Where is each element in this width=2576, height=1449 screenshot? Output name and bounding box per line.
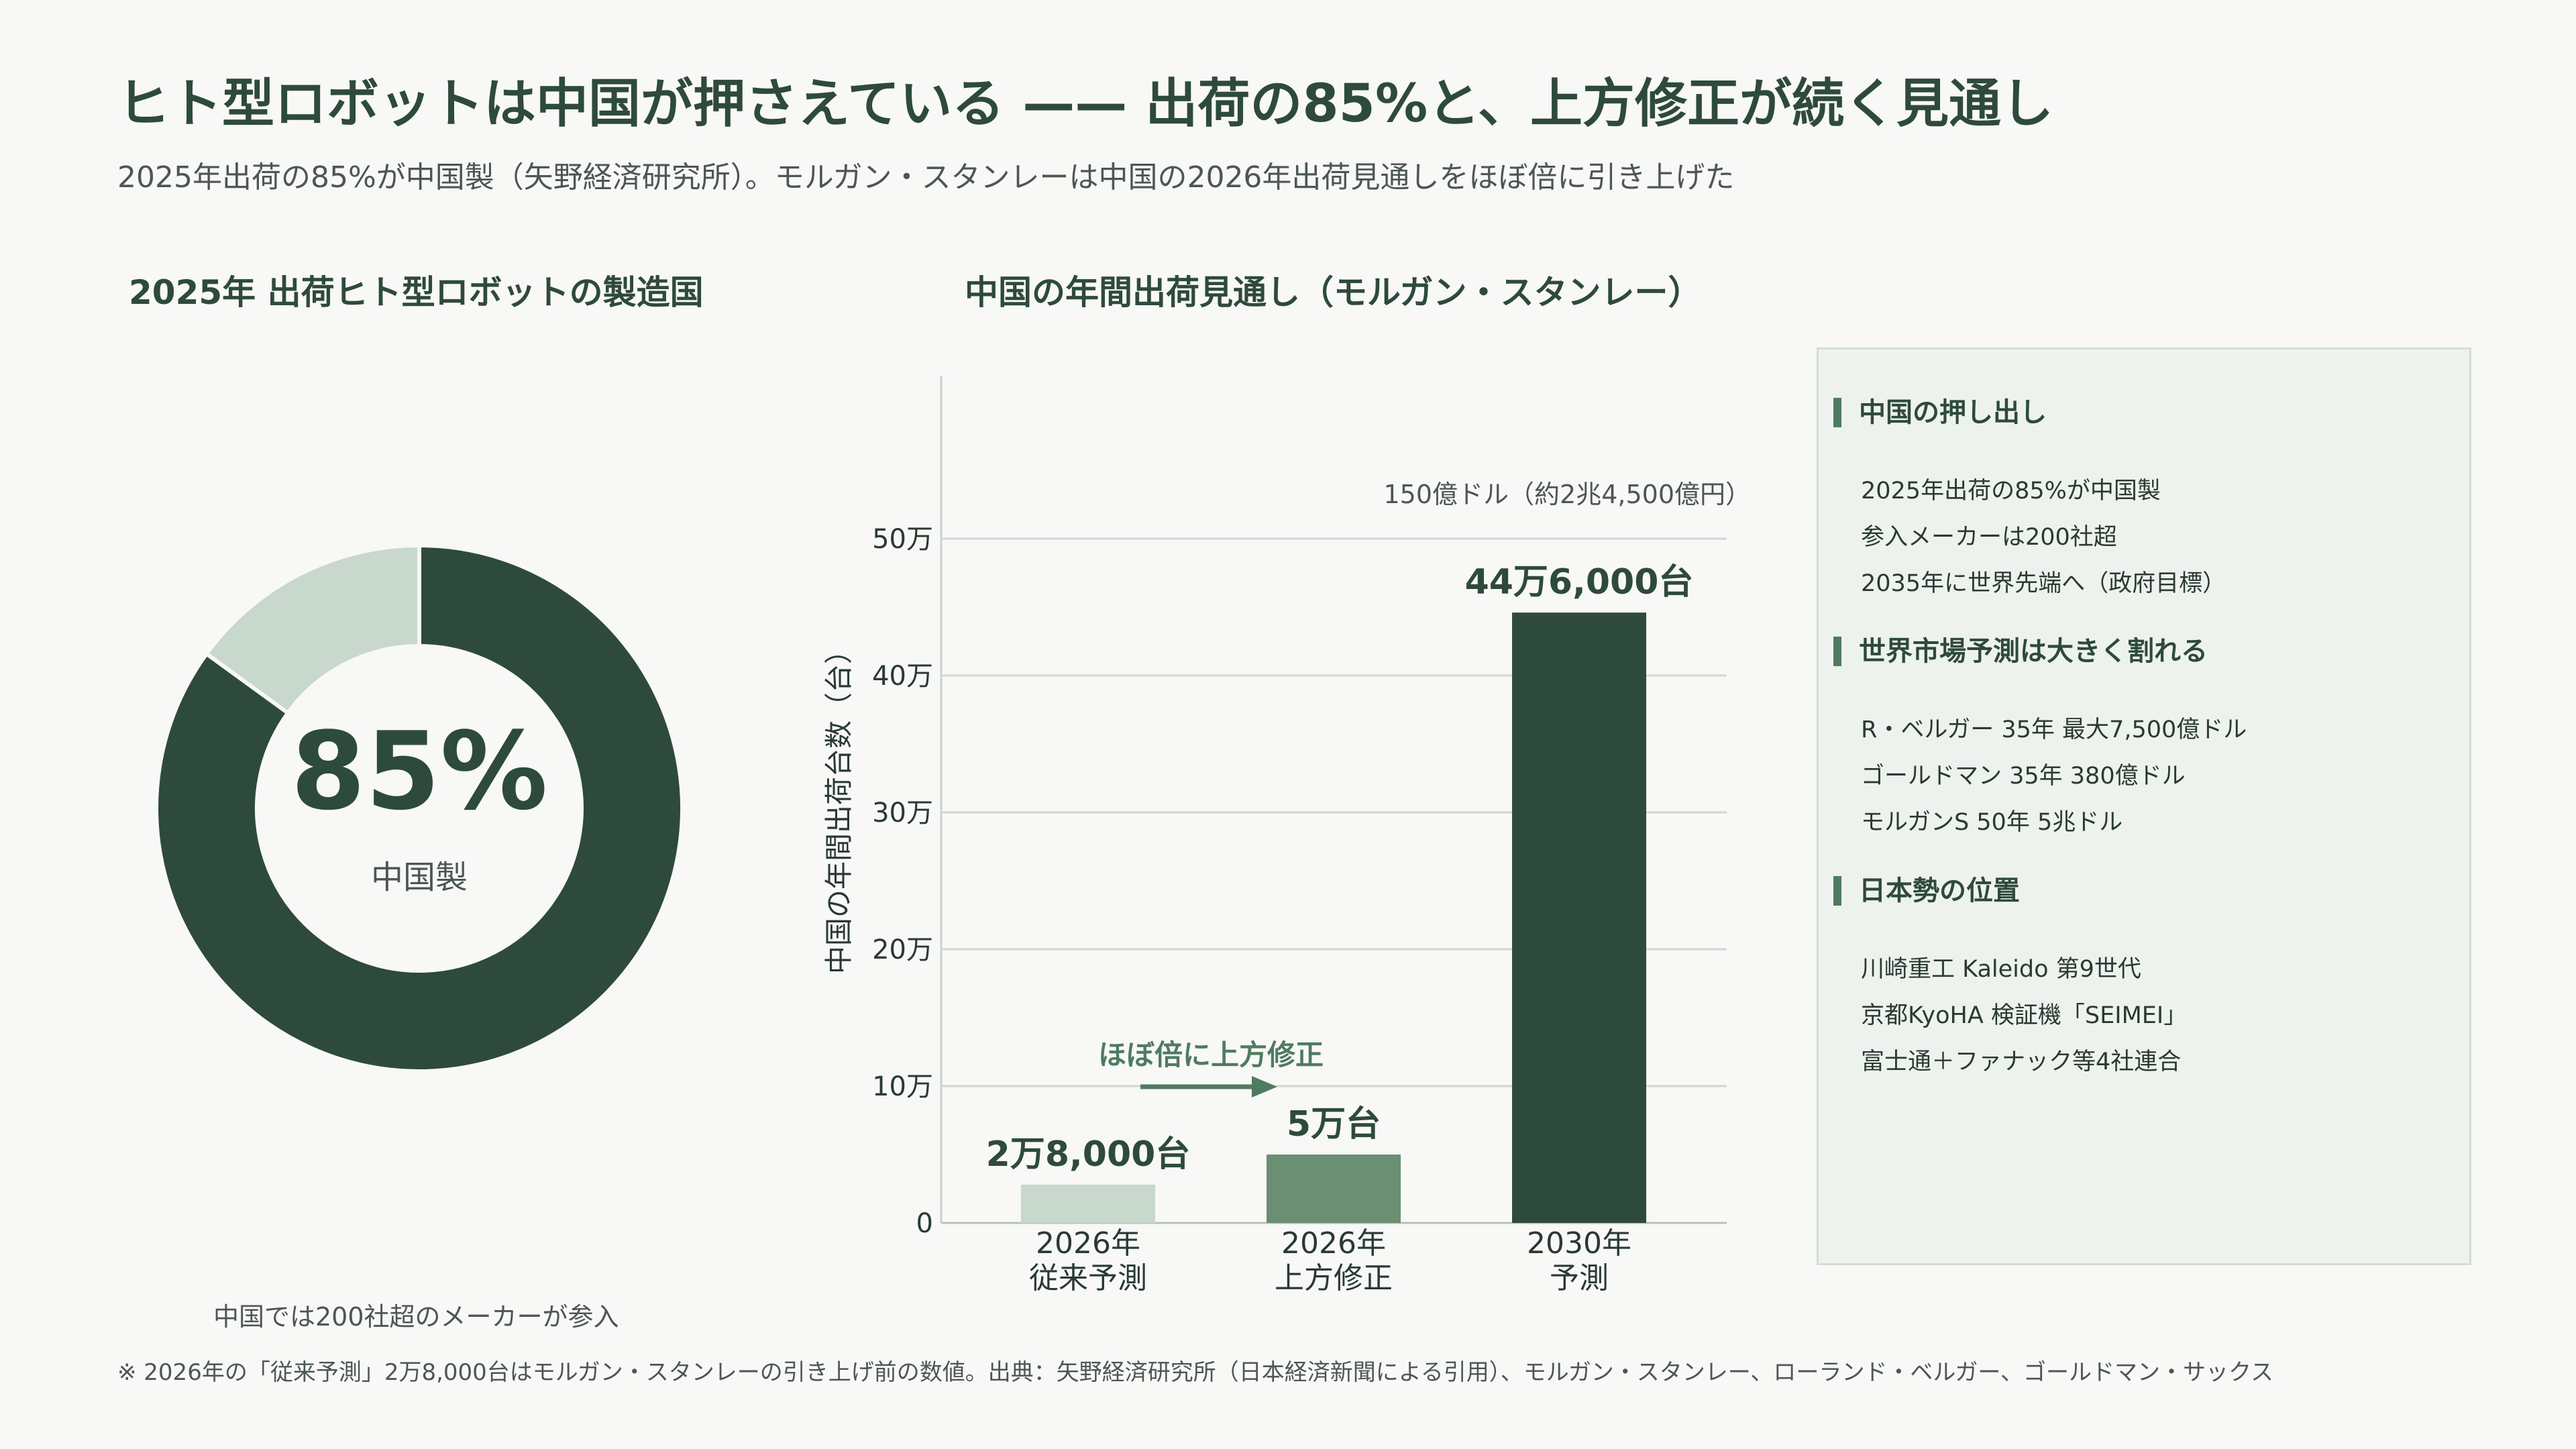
panel-item: ゴールドマン 35年 380億ドル: [1861, 763, 2186, 790]
panel-item: 川崎重工 Kaleido 第9世代: [1861, 956, 2141, 983]
y-tick-label: 20万: [872, 934, 933, 965]
x-category-label: 2026年: [1281, 1226, 1386, 1260]
bar-value-label: 44万6,000台: [1465, 562, 1694, 602]
page-title: ヒト型ロボットは中国が押さえている —— 出荷の85%と、上方修正が続く見通し: [117, 74, 2053, 134]
x-category-label: 2026年: [1036, 1226, 1140, 1260]
bar-2: [1267, 1155, 1401, 1223]
panel-item: モルガンS 50年 5兆ドル: [1861, 809, 2123, 836]
y-tick-label: 10万: [872, 1071, 933, 1102]
donut-slice-1: [154, 543, 684, 1073]
panel-section-heading: 日本勢の位置: [1833, 876, 2020, 906]
panel-item: R・ベルガー 35年 最大7,500億ドル: [1861, 716, 2247, 743]
bar-value-label: 2万8,000台: [986, 1134, 1191, 1175]
bar-1: [1021, 1184, 1155, 1223]
panel-item: 2025年出荷の85%が中国製: [1861, 478, 2161, 504]
x-category-label: 予測: [1550, 1261, 1609, 1295]
arrow-label: ほぼ倍に上方修正: [1098, 1038, 1324, 1071]
panel-item: 2035年に世界先端へ（政府目標）: [1861, 570, 2226, 597]
panel-section-heading: 中国の押し出し: [1833, 398, 2047, 427]
panel-item: 富士通＋ファナック等4社連合: [1861, 1049, 2182, 1075]
summary-panel: 中国の押し出し 2025年出荷の85%が中国製 参入メーカーは200社超 2035年に…: [1817, 347, 2471, 1265]
donut-slice-2: [203, 543, 421, 716]
x-category-label: 上方修正: [1275, 1261, 1393, 1295]
donut-chart-title: 2025年 出荷ヒト型ロボットの製造国: [129, 273, 704, 312]
x-category-label: 従来予測: [1029, 1261, 1147, 1295]
panel-section-heading: 世界市場予測は大きく割れる: [1833, 637, 2208, 666]
donut-note: 中国では200社超のメーカーが参入: [213, 1302, 619, 1332]
y-tick-label: 50万: [872, 524, 933, 555]
donut-center-value: 85%: [290, 708, 548, 834]
bar-3: [1512, 612, 1646, 1223]
donut-center-label: 中国製: [370, 859, 468, 896]
footnote: ※ 2026年の「従来予測」2万8,000台はモルガン・スタンレーの引き上げ前の…: [117, 1359, 2274, 1386]
bar-chart-title: 中国の年間出荷見通し（モルガン・スタンレー）: [965, 273, 1702, 312]
donut-center: 85% 中国製: [151, 718, 688, 898]
bar-annotation: 150億ドル（約2兆4,500億円）: [1384, 480, 1752, 509]
arrow-head-icon: [1252, 1076, 1277, 1097]
panel-item: 京都KyoHA 検証機「SEIMEI」: [1861, 1002, 2188, 1029]
bar-value-label: 5万台: [1287, 1104, 1381, 1144]
y-tick-label: 40万: [872, 661, 933, 692]
y-tick-label: 30万: [872, 798, 933, 828]
panel-item: 参入メーカーは200社超: [1861, 524, 2117, 551]
y-tick-label: 0: [916, 1208, 933, 1239]
y-axis-label: 中国の年間出荷台数（台）: [822, 636, 855, 974]
x-category-label: 2030年: [1527, 1226, 1631, 1260]
donut-chart: [154, 543, 684, 1073]
page-subtitle: 2025年出荷の85%が中国製（矢野経済研究所）。モルガン・スタンレーは中国の2…: [117, 160, 1735, 195]
